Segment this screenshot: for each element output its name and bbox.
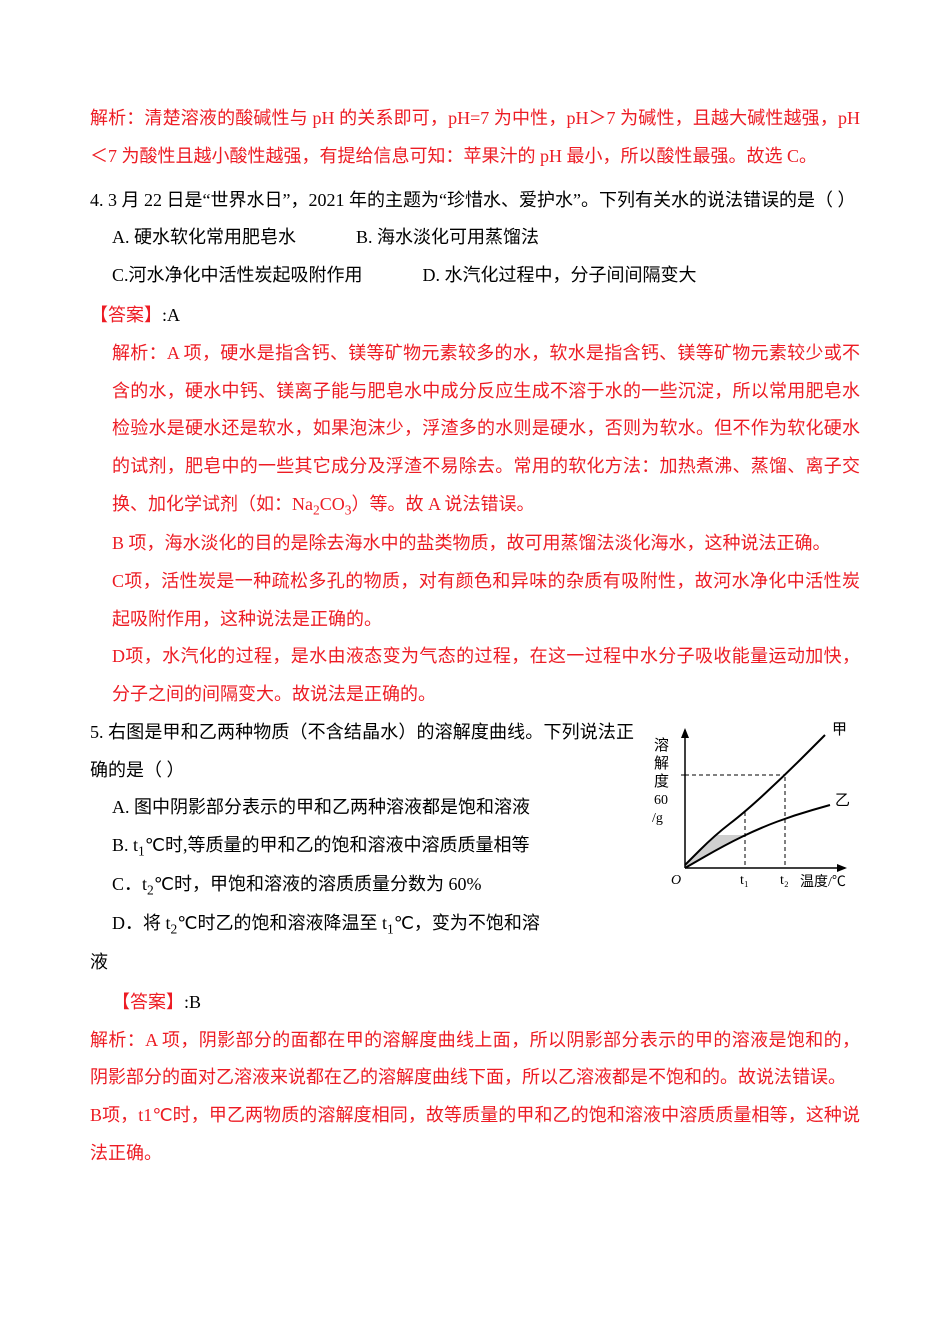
q5-answer-value: :B — [184, 992, 201, 1012]
svg-text:t₁: t₁ — [740, 873, 749, 888]
svg-text:60: 60 — [654, 793, 668, 808]
svg-text:O: O — [671, 873, 681, 888]
svg-text:解: 解 — [654, 755, 669, 772]
q5-option-c: C．t2℃时，甲饱和溶液的溶质质量分数为 60% — [112, 866, 634, 905]
q5-exp-p1-text: 解析：A 项，阴影部分的面都在甲的溶解度曲线上面，所以阴影部分表示的甲的溶液是饱… — [90, 1030, 860, 1088]
q4-exp-p4-wrap: D项，水汽化的过程，是水由液态变为气态的过程，在这一过程中水分子吸收能量运动加快… — [90, 638, 860, 714]
q4-exp-p1-tail: ）等。故 A 说法错误。 — [352, 494, 535, 514]
q5-d-tail: 液 — [90, 944, 634, 982]
q5-block: 5. 右图是甲和乙两种物质（不含结晶水）的溶解度曲线。下列说法正确的是（ ） A… — [90, 714, 860, 982]
svg-text:甲: 甲 — [832, 722, 847, 738]
solubility-chart: 甲乙溶解度60/gOt₁t₂温度/℃ — [650, 720, 860, 880]
q5-options: A. 图中阴影部分表示的甲和乙两种溶液都是饱和溶液 B. t1℃时,等质量的甲和… — [90, 789, 634, 944]
q4-exp-p3-wrap: C项，活性炭是一种疏松多孔的物质，对有颜色和异味的杂质有吸附性，故河水净化中活性… — [90, 563, 860, 639]
q5-answer-label: 【答案】 — [112, 992, 184, 1012]
q5-stem: 5. 右图是甲和乙两种物质（不含结晶水）的溶解度曲线。下列说法正确的是（ ） — [90, 714, 634, 790]
q5-answer: 【答案】:B — [90, 984, 860, 1022]
q4-answer-value: :A — [162, 305, 180, 325]
q4-options: A. 硬水软化常用肥皂水 B. 海水淡化可用蒸馏法 — [90, 219, 860, 257]
q5-exp-p2: B项，t1℃时，甲乙两物质的溶解度相同，故等质量的甲和乙的饱和溶液中溶质质量相等… — [90, 1097, 860, 1173]
q4-option-b: B. 海水淡化可用蒸馏法 — [356, 219, 539, 257]
q5-d-post: ℃，变为不饱和溶 — [394, 913, 540, 933]
na2co3-sub2: 2 — [313, 503, 320, 518]
svg-text:度: 度 — [654, 773, 669, 790]
q5-option-d: D．将 t2℃时乙的饱和溶液降温至 t1℃，变为不饱和溶 — [112, 905, 634, 944]
svg-text:/g: /g — [652, 811, 663, 826]
q5-c-post: ℃时，甲饱和溶液的溶质质量分数为 60% — [154, 874, 482, 894]
document-page: 解析：清楚溶液的酸碱性与 pH 的关系即可，pH=7 为中性，pH＞7 为碱性，… — [0, 0, 950, 1253]
q5-b-sub: 1 — [138, 844, 145, 859]
q5-text-col: 5. 右图是甲和乙两种物质（不含结晶水）的溶解度曲线。下列说法正确的是（ ） A… — [90, 714, 634, 982]
q4-stem: 4. 3 月 22 日是“世界水日”，2021 年的主题为“珍惜水、爱护水”。下… — [90, 182, 860, 220]
svg-text:t₂: t₂ — [780, 873, 789, 888]
q4-exp-p2-text: B 项，海水淡化的目的是除去海水中的盐类物质，故可用蒸馏法淡化海水，这种说法正确… — [112, 533, 831, 553]
q4-option-a: A. 硬水软化常用肥皂水 — [112, 219, 296, 257]
q5-stem-text: 5. 右图是甲和乙两种物质（不含结晶水）的溶解度曲线。下列说法正确的是（ ） — [90, 722, 634, 780]
q4-stem-text: 4. 3 月 22 日是“世界水日”，2021 年的主题为“珍惜水、爱护水”。下… — [90, 190, 855, 210]
q4-exp-p3-text: C项，活性炭是一种疏松多孔的物质，对有颜色和异味的杂质有吸附性，故河水净化中活性… — [112, 571, 860, 629]
svg-text:乙: 乙 — [835, 793, 850, 809]
q4-exp-p1-a: 解析：A 项，硬水是指含钙、镁等矿物元素较多的水，软水是指含钙、镁等矿物元素较少… — [112, 343, 860, 514]
q5-b-pre: B. t — [112, 835, 138, 855]
svg-text:温度/℃: 温度/℃ — [800, 874, 846, 890]
q5-b-post: ℃时,等质量的甲和乙的饱和溶液中溶质质量相等 — [145, 835, 530, 855]
q5-d-pre: D．将 t — [112, 913, 171, 933]
q5-d-mid: ℃时乙的饱和溶液降温至 t — [177, 913, 387, 933]
q4-option-c: C.河水净化中活性炭起吸附作用 — [112, 257, 363, 295]
q4-exp-p4-text: D项，水汽化的过程，是水由液态变为气态的过程，在这一过程中水分子吸收能量运动加快… — [112, 646, 860, 704]
q5-c-sub: 2 — [147, 883, 154, 898]
q4-answer: 【答案】:A — [90, 297, 860, 335]
q5-option-b: B. t1℃时,等质量的甲和乙的饱和溶液中溶质质量相等 — [112, 827, 634, 866]
q5-option-a: A. 图中阴影部分表示的甲和乙两种溶液都是饱和溶液 — [112, 789, 634, 827]
q5-c-pre: C．t — [112, 874, 147, 894]
q4-exp-p1: 解析：A 项，硬水是指含钙、镁等矿物元素较多的水，软水是指含钙、镁等矿物元素较少… — [90, 335, 860, 525]
solubility-chart-svg: 甲乙 溶解度 60/g Ot₁ t₂ 温度/℃ — [650, 720, 860, 890]
q5-exp-p2-text: B项，t1℃时，甲乙两物质的溶解度相同，故等质量的甲和乙的饱和溶液中溶质质量相等… — [90, 1105, 860, 1163]
q3-explanation-text: 解析：清楚溶液的酸碱性与 pH 的关系即可，pH=7 为中性，pH＞7 为碱性，… — [90, 108, 860, 166]
q4-exp-p2: B 项，海水淡化的目的是除去海水中的盐类物质，故可用蒸馏法淡化海水，这种说法正确… — [90, 525, 860, 563]
q4-answer-label: 【答案】 — [90, 305, 162, 325]
q5-d-sub2: 1 — [387, 922, 394, 937]
na2co3-sub3: 3 — [345, 503, 352, 518]
q4-options-row2: C.河水净化中活性炭起吸附作用 D. 水汽化过程中，分子间间隔变大 — [90, 257, 860, 295]
q5-exp-p1: 解析：A 项，阴影部分的面都在甲的溶解度曲线上面，所以阴影部分表示的甲的溶液是饱… — [90, 1022, 860, 1098]
na2co3-mid: CO — [320, 494, 345, 514]
svg-text:溶: 溶 — [654, 737, 669, 754]
q4-option-d: D. 水汽化过程中，分子间间隔变大 — [423, 257, 697, 295]
q3-explanation: 解析：清楚溶液的酸碱性与 pH 的关系即可，pH=7 为中性，pH＞7 为碱性，… — [90, 100, 860, 176]
